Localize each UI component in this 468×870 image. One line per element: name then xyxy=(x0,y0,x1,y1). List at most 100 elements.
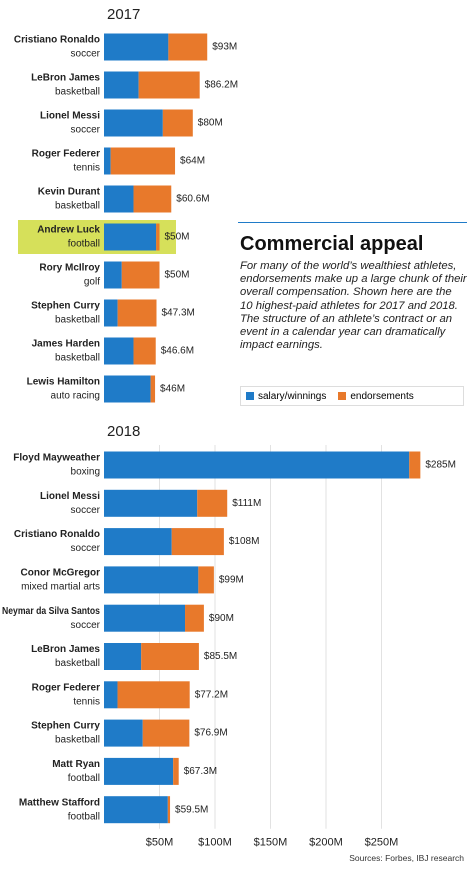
text-panel: Commercial appeal For many of the world’… xyxy=(238,222,467,352)
total-label: $46.6M xyxy=(161,346,194,357)
total-label: $50M xyxy=(165,270,190,281)
athlete-name: Floyd Mayweather xyxy=(13,453,100,464)
bar-segment xyxy=(104,299,118,327)
legend-swatch xyxy=(338,392,347,400)
athlete-sport: soccer xyxy=(71,125,101,136)
total-label: $80M xyxy=(198,118,223,129)
total-label: $285M xyxy=(425,460,456,471)
athlete-sport: basketball xyxy=(55,735,100,746)
description: For many of the world’s wealthiest athle… xyxy=(240,260,467,352)
total-label: $77.2M xyxy=(195,689,228,700)
bar-segment xyxy=(104,719,143,747)
athlete-sport: basketball xyxy=(55,87,100,98)
athlete-name: Conor McGregor xyxy=(21,568,101,579)
legend-swatch xyxy=(246,392,254,400)
athlete-name: Roger Federer xyxy=(32,149,100,160)
athlete-sport: golf xyxy=(84,277,100,288)
athlete-name: Roger Federer xyxy=(32,682,100,693)
bar-segment xyxy=(117,681,190,709)
athlete-sport: soccer xyxy=(71,620,101,631)
x-tick-label: $150M xyxy=(254,837,288,849)
bar-segment xyxy=(185,604,204,632)
bar-segment xyxy=(409,451,421,479)
athlete-sport: mixed martial arts xyxy=(21,582,100,593)
bar-segment xyxy=(104,185,134,213)
bar-segment xyxy=(104,109,163,137)
bar-segment xyxy=(173,757,179,785)
bar-segment xyxy=(104,71,139,99)
athlete-name: Stephen Curry xyxy=(31,301,100,312)
bar-segment xyxy=(110,147,176,175)
total-label: $60.6M xyxy=(176,194,209,205)
athlete-name: Matthew Stafford xyxy=(19,797,100,808)
athlete-name: LeBron James xyxy=(31,644,100,655)
total-label: $111M xyxy=(232,498,261,509)
bar-segment xyxy=(197,489,228,517)
panel-title: 2017 xyxy=(107,6,140,23)
athlete-sport: basketball xyxy=(55,315,100,326)
bar-segment xyxy=(138,71,200,99)
total-label: $108M xyxy=(229,536,260,547)
bar-segment xyxy=(104,489,198,517)
bar-segment xyxy=(104,261,122,289)
athlete-name: Lionel Messi xyxy=(40,111,100,122)
athlete-sport: football xyxy=(68,773,100,784)
bar-segment xyxy=(150,375,156,403)
athlete-name: Neymar da Silva Santos xyxy=(2,606,100,617)
total-label: $86.2M xyxy=(205,80,238,91)
legend-label: endorsements xyxy=(350,390,414,402)
bar-segment xyxy=(133,185,172,213)
athlete-sport: football xyxy=(68,811,100,822)
bar-segment xyxy=(104,796,168,824)
legend-label: salary/winnings xyxy=(258,390,327,402)
bar-segment xyxy=(104,757,174,785)
athlete-name: Cristiano Ronaldo xyxy=(14,35,100,46)
x-tick-label: $250M xyxy=(365,837,399,849)
bar-segment xyxy=(104,643,142,670)
total-label: $93M xyxy=(212,42,237,53)
athlete-name: Lionel Messi xyxy=(40,491,100,502)
total-label: $76.9M xyxy=(194,728,227,739)
bar-segment xyxy=(121,261,160,289)
athlete-name: James Harden xyxy=(32,339,100,350)
bar-segment xyxy=(156,223,160,251)
bar-segment xyxy=(142,719,190,747)
athlete-sport: soccer xyxy=(71,49,101,60)
bar-segment xyxy=(162,109,193,137)
athlete-sport: football xyxy=(68,239,100,250)
total-label: $99M xyxy=(219,575,244,586)
total-label: $90M xyxy=(209,613,234,624)
athlete-sport: soccer xyxy=(71,505,101,516)
bar-segment xyxy=(104,33,169,61)
bar-segment xyxy=(104,604,186,632)
bar-segment xyxy=(104,337,134,365)
athlete-name: Cristiano Ronaldo xyxy=(14,529,100,540)
total-label: $47.3M xyxy=(162,308,195,319)
bar-segment xyxy=(168,33,208,61)
panel-title: 2018 xyxy=(107,423,140,440)
total-label: $85.5M xyxy=(204,651,237,662)
bar-segment xyxy=(104,566,199,594)
total-label: $46M xyxy=(160,384,185,395)
bar-segment xyxy=(104,451,410,479)
bar-segment xyxy=(104,375,151,403)
athlete-sport: auto racing xyxy=(51,391,100,402)
x-tick-label: $50M xyxy=(146,837,174,849)
total-label: $64M xyxy=(180,156,205,167)
athlete-sport: boxing xyxy=(71,467,100,478)
bar-segment xyxy=(104,147,111,175)
athlete-sport: tennis xyxy=(73,696,100,707)
athlete-name: LeBron James xyxy=(31,73,100,84)
athlete-name: Matt Ryan xyxy=(52,759,100,770)
bar-segment xyxy=(117,299,157,327)
bar-segment xyxy=(104,681,118,709)
bar-segment xyxy=(104,528,172,556)
legend: salary/winnings endorsements xyxy=(240,386,464,406)
athlete-sport: basketball xyxy=(55,353,100,364)
athlete-name: Rory McIlroy xyxy=(39,263,100,274)
bar-segment xyxy=(141,643,199,670)
athlete-sport: basketball xyxy=(55,658,100,669)
athlete-name: Kevin Durant xyxy=(38,187,101,198)
